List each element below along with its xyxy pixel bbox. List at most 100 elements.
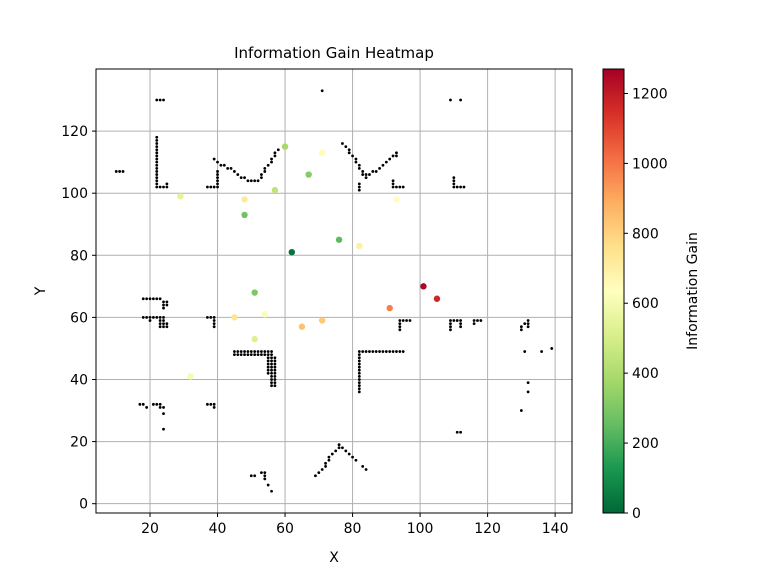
obstacle-point <box>344 145 348 149</box>
obstacle-point <box>344 449 348 453</box>
obstacle-point <box>364 176 368 180</box>
obstacle-point <box>212 322 216 326</box>
obstacle-point <box>405 319 408 322</box>
obstacle-point <box>384 160 388 164</box>
obstacle-point <box>357 356 361 360</box>
obstacle-point <box>357 350 361 353</box>
obstacle-point <box>155 148 159 152</box>
obstacle-point <box>162 406 165 409</box>
obstacle-point <box>401 185 405 189</box>
gain-point <box>335 236 343 243</box>
obstacle-point <box>216 182 219 186</box>
obstacle-point <box>212 406 216 409</box>
obstacle-point <box>337 446 341 450</box>
obstacle-point <box>155 185 159 189</box>
obstacle-point <box>118 170 122 173</box>
obstacle-point <box>384 350 388 353</box>
obstacle-point <box>357 182 361 186</box>
obstacle-point <box>324 461 327 465</box>
obstacle-point <box>209 185 213 189</box>
colorbar-tick-label: 600 <box>632 296 659 312</box>
obstacle-point <box>151 402 155 406</box>
obstacle-point <box>249 474 253 478</box>
obstacle-point <box>165 325 169 329</box>
obstacle-point <box>249 353 253 357</box>
obstacle-point <box>357 387 361 391</box>
obstacle-point <box>472 322 476 326</box>
obstacle-point <box>519 409 523 412</box>
obstacle-point <box>148 319 152 322</box>
obstacle-point <box>155 139 159 142</box>
obstacle-point <box>452 185 456 189</box>
obstacle-point <box>155 173 159 176</box>
obstacle-point <box>162 319 165 322</box>
colorbar-ticks: 0 200 400 600 800 1000 1200 <box>624 86 668 522</box>
obstacle-point <box>462 185 466 189</box>
obstacle-point <box>526 322 530 326</box>
gain-point <box>281 143 289 150</box>
obstacle-point <box>236 350 240 353</box>
obstacle-point <box>354 157 358 161</box>
obstacle-point <box>357 163 361 167</box>
obstacle-point <box>273 371 277 375</box>
obstacle-point <box>253 474 257 478</box>
gain-point <box>251 335 258 343</box>
obstacle-point <box>459 185 462 189</box>
obstacle-point <box>162 98 165 102</box>
obstacle-point <box>357 365 361 369</box>
obstacle-point <box>266 359 270 363</box>
obstacle-point <box>266 483 270 487</box>
obstacle-point <box>155 98 159 102</box>
obstacle-point <box>165 300 169 304</box>
obstacle-point <box>158 406 162 409</box>
obstacle-point <box>260 173 263 176</box>
obstacle-point <box>364 350 368 353</box>
obstacle-point <box>540 350 544 353</box>
obstacle-point <box>334 449 338 453</box>
obstacle-point <box>550 347 554 350</box>
obstacle-point <box>479 319 483 322</box>
colorbar-tick-label: 200 <box>632 436 659 452</box>
obstacle-point <box>320 89 324 93</box>
obstacle-point <box>519 325 523 329</box>
obstacle-point <box>158 322 162 326</box>
obstacle-point <box>246 350 250 353</box>
obstacle-point <box>368 173 371 176</box>
gain-point <box>318 149 326 157</box>
obstacle-point <box>158 325 162 329</box>
obstacle-point <box>256 350 260 353</box>
y-tick-label: 100 <box>61 186 88 202</box>
obstacle-point <box>212 402 216 406</box>
obstacle-point <box>260 176 263 180</box>
obstacle-point <box>155 166 159 170</box>
obstacle-point <box>357 378 361 381</box>
obstacle-point <box>361 173 365 176</box>
obstacle-point <box>273 365 277 369</box>
obstacle-point <box>239 353 243 357</box>
obstacle-point <box>206 315 209 319</box>
obstacle-point <box>216 170 219 173</box>
x-axis-label: X <box>329 550 339 566</box>
obstacle-point <box>317 471 321 475</box>
obstacle-point <box>273 356 277 360</box>
obstacle-point <box>357 353 361 357</box>
obstacle-point <box>526 325 530 329</box>
gain-point <box>241 211 248 219</box>
obstacle-point <box>314 474 317 478</box>
obstacle-point <box>206 402 209 406</box>
obstacle-point <box>256 179 260 183</box>
obstacle-point <box>273 154 277 158</box>
obstacle-point <box>243 353 246 357</box>
obstacle-point <box>273 151 277 155</box>
obstacle-point <box>361 170 365 173</box>
gain-point <box>177 193 184 200</box>
obstacle-point <box>270 350 273 353</box>
gain-points <box>177 143 441 380</box>
obstacle-point <box>270 359 273 363</box>
obstacle-point <box>381 350 385 353</box>
obstacle-point <box>270 362 273 366</box>
obstacle-point <box>121 170 125 173</box>
obstacle-point <box>141 297 145 301</box>
obstacle-point <box>263 170 267 173</box>
